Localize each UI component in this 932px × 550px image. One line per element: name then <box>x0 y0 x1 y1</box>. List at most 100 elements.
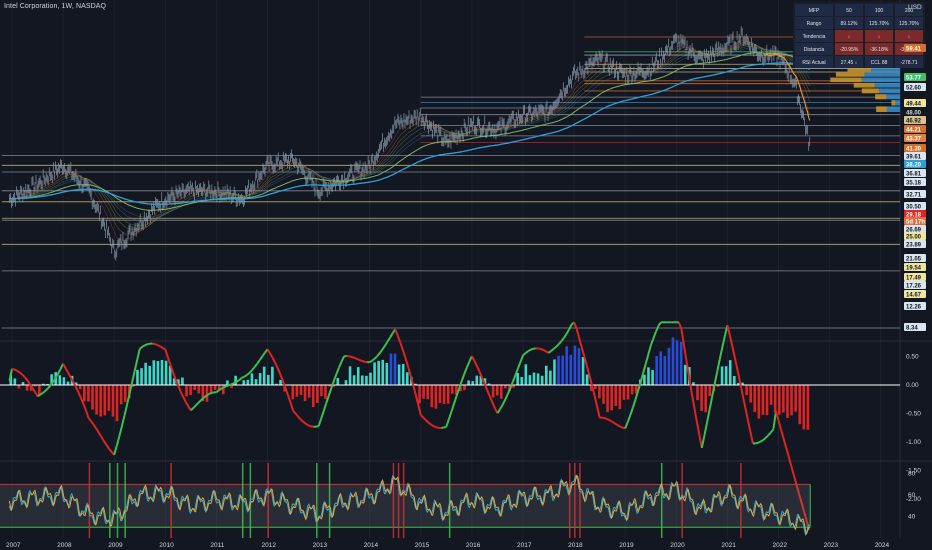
oscillator-segment <box>98 432 103 438</box>
currency-label: USD <box>908 4 922 11</box>
histogram-bar <box>802 385 806 430</box>
oscillator-segment <box>356 357 360 361</box>
year-tick: 2009 <box>108 542 123 549</box>
oscillator-segment <box>246 371 251 376</box>
oscillator-segment <box>251 366 256 371</box>
price-badge-label: 17.49 <box>906 276 922 282</box>
price-badge-label: 21.05 <box>906 257 922 263</box>
oscillator-segment <box>427 421 432 426</box>
histogram-bar <box>111 385 115 417</box>
oscillator-segment <box>463 367 468 375</box>
oscillator-segment <box>302 421 307 425</box>
histogram-bar <box>405 372 409 385</box>
histogram-bar <box>757 385 761 419</box>
oscillator-segment <box>583 356 588 367</box>
volume-profile-bar <box>895 100 900 106</box>
histogram-bar <box>271 366 274 385</box>
histogram-bar <box>434 385 438 409</box>
histogram-bar <box>622 385 626 400</box>
oscillator-segment <box>371 357 376 362</box>
oscillator-segment <box>67 372 72 378</box>
price-badge <box>904 254 926 262</box>
histogram-bar <box>320 385 323 397</box>
info-table-text: CCL 88 <box>871 60 888 66</box>
volume-profile-bar <box>886 106 900 113</box>
oscillator-segment <box>545 350 550 354</box>
histogram-bar <box>9 374 13 385</box>
oscillator-segment <box>726 324 731 337</box>
volume-profile-bar <box>861 77 900 83</box>
oscillator-segment <box>381 345 386 350</box>
histogram-bar <box>230 385 233 389</box>
oscillator-segment <box>606 418 611 422</box>
oscillator-segment <box>746 419 752 433</box>
oscillator-segment <box>787 456 793 467</box>
histogram-bar <box>99 385 102 417</box>
histogram-bar <box>13 378 17 385</box>
ema-fan-line <box>9 46 810 222</box>
oscillator-segment <box>772 411 777 430</box>
histogram-bar <box>606 385 609 413</box>
oscillator-segment <box>558 340 563 345</box>
oscillator-segment <box>790 465 795 476</box>
oscillator-segment <box>563 333 568 339</box>
price-badge-label: 14.67 <box>906 293 922 299</box>
oscillator-segment <box>619 425 624 429</box>
price-badge-label: 36.81 <box>906 172 922 178</box>
histogram-bar <box>361 375 364 385</box>
oscillator-segment <box>568 324 573 331</box>
oscillator-segment <box>169 364 174 373</box>
oscillator-segment <box>389 332 394 338</box>
oscillator-segment <box>708 396 714 411</box>
oscillator-segment <box>376 352 381 357</box>
oscillator-segment <box>353 356 358 360</box>
oscillator-segment <box>118 426 123 437</box>
histogram-bar <box>42 383 45 385</box>
info-table-text: Distancia <box>804 47 825 53</box>
oscillator-segment <box>420 414 425 419</box>
year-tick: 2010 <box>159 542 174 549</box>
oscillator-segment <box>450 403 455 412</box>
histogram-bar <box>74 382 78 385</box>
oscillator-segment <box>609 419 613 423</box>
histogram-bar <box>369 372 372 385</box>
histogram-bar <box>692 382 695 385</box>
oscillator-segment <box>443 425 447 429</box>
histogram-bar <box>675 340 679 385</box>
rsi-line <box>8 475 810 536</box>
histogram-bar <box>123 385 127 402</box>
histogram-bar <box>741 382 744 385</box>
histogram-bar <box>483 378 487 385</box>
histogram-bar <box>222 385 225 395</box>
histogram-bar <box>446 385 450 404</box>
oscillator-segment <box>77 391 82 399</box>
histogram-bar <box>397 364 401 385</box>
histogram-bar <box>177 379 180 385</box>
price-badge <box>904 116 926 124</box>
info-table-cell <box>795 4 833 16</box>
price-badge-label: 44.21 <box>906 128 922 134</box>
histogram-bar <box>336 378 340 385</box>
oscillator-segment <box>131 370 136 383</box>
oscillator-segment <box>471 355 476 362</box>
oscillator-segment <box>47 385 52 390</box>
histogram-bar <box>356 367 360 385</box>
histogram-bar <box>156 361 160 385</box>
year-tick: 2019 <box>619 542 634 549</box>
histogram-bar <box>254 379 258 385</box>
histogram-bar <box>749 385 752 403</box>
oscillator-segment <box>399 342 404 351</box>
oscillator-segment <box>634 391 639 401</box>
info-table-cell <box>865 17 893 29</box>
oscillator-segment <box>744 407 749 421</box>
oscillator-segment <box>136 348 141 361</box>
oscillator-segment <box>42 390 46 394</box>
price-badge <box>904 240 926 248</box>
oscillator-segment <box>491 401 496 409</box>
histogram-bar <box>769 385 773 405</box>
histogram-bar <box>332 385 335 387</box>
histogram-bar <box>618 385 622 410</box>
ema-fan-line <box>9 44 810 226</box>
info-table-text: 50 <box>846 8 852 14</box>
